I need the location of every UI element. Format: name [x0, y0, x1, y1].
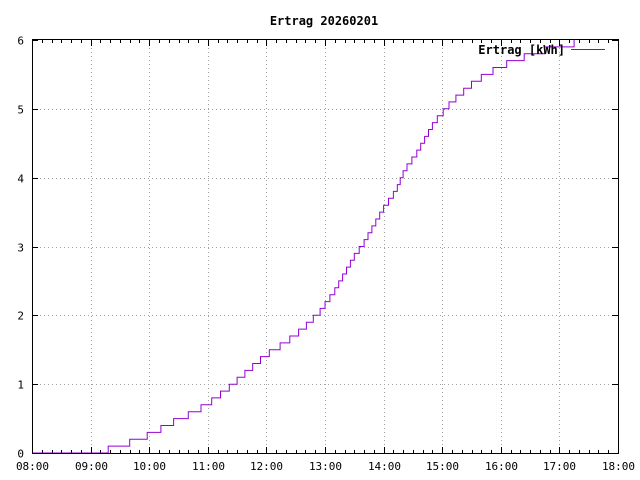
x-tick-label: 16:00	[485, 460, 518, 473]
x-tick-label: 09:00	[75, 460, 108, 473]
x-tick-labels: 08:00 09:00 10:00 11:00 12:00 13:00 14:00 15:00…	[16, 460, 635, 473]
legend-label: Ertrag [kWh]	[478, 43, 565, 57]
x-tick-label: 18:00	[602, 460, 635, 473]
x-tick-label: 14:00	[368, 460, 401, 473]
x-tick-label: 10:00	[133, 460, 166, 473]
legend: Ertrag [kWh]	[478, 43, 605, 57]
y-tick-labels: 0 1 2 3 4 5 6	[17, 35, 24, 461]
x-tick-label: 08:00	[16, 460, 49, 473]
x-tick-label: 13:00	[309, 460, 342, 473]
x-tick-label: 11:00	[192, 460, 225, 473]
y-tick-label: 0	[17, 448, 24, 461]
y-tick-label: 5	[17, 104, 24, 117]
y-tick-label: 6	[17, 35, 24, 48]
series-line	[32, 40, 575, 454]
y-tick-label: 4	[17, 173, 24, 186]
x-tick-label: 12:00	[250, 460, 283, 473]
y-tick-label: 2	[17, 310, 24, 323]
series-layer	[32, 40, 575, 454]
x-tick-label: 17:00	[543, 460, 576, 473]
tick-marks	[32, 40, 619, 454]
x-tick-label: 15:00	[426, 460, 459, 473]
grid-lines	[32, 40, 618, 453]
plot-frame	[32, 39, 619, 454]
y-tick-label: 3	[17, 242, 24, 255]
y-tick-label: 1	[17, 379, 24, 392]
chart-title: Ertrag 20260201	[270, 14, 378, 28]
